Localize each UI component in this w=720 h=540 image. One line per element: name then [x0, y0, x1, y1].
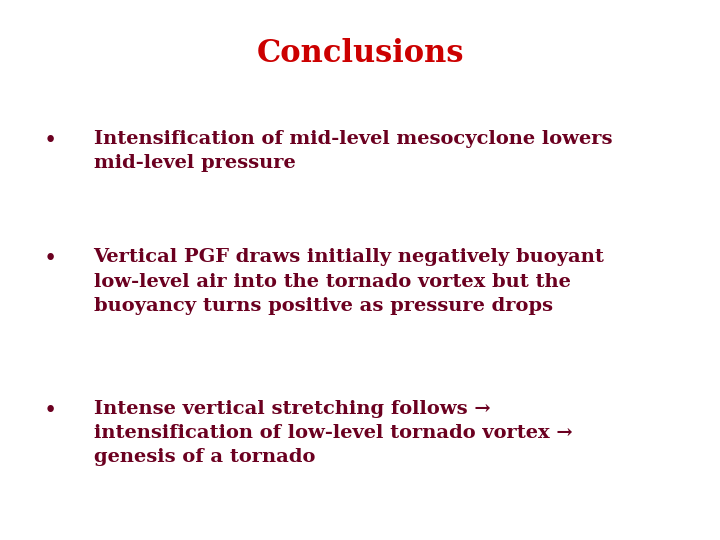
Text: •: • [44, 400, 57, 422]
Text: Intense vertical stretching follows →
intensification of low-level tornado vorte: Intense vertical stretching follows → in… [94, 400, 572, 466]
Text: Vertical PGF draws initially negatively buoyant
low-level air into the tornado v: Vertical PGF draws initially negatively … [94, 248, 605, 315]
Text: Conclusions: Conclusions [256, 38, 464, 69]
Text: Intensification of mid-level mesocyclone lowers
mid-level pressure: Intensification of mid-level mesocyclone… [94, 130, 612, 172]
Text: •: • [44, 248, 57, 271]
Text: •: • [44, 130, 57, 152]
